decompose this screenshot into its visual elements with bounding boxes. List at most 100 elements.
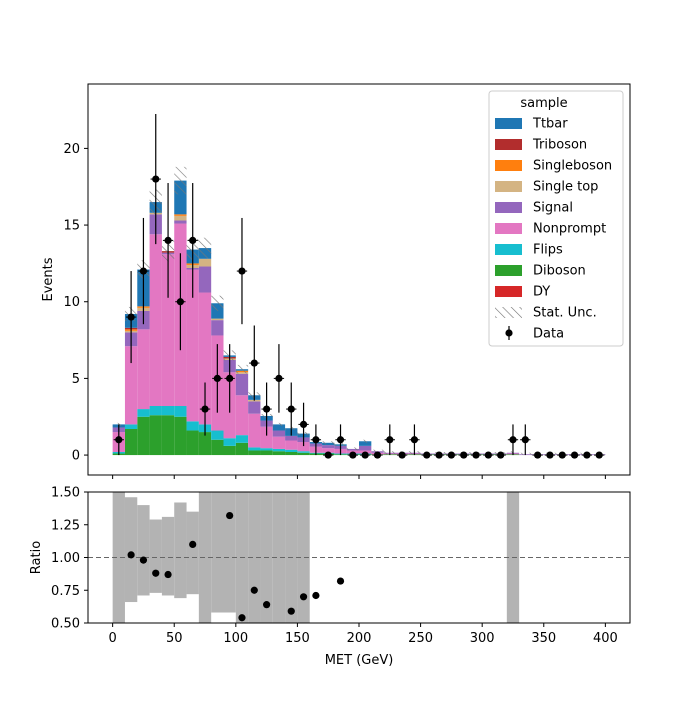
data-point <box>324 451 332 459</box>
stack-bar-signal <box>235 373 249 396</box>
legend-label: DY <box>533 285 550 300</box>
ratio-unc-band <box>186 511 199 595</box>
stat-unc-band <box>371 449 384 453</box>
ratio-y-tick-label: 1.00 <box>51 551 80 566</box>
ratio-point <box>238 614 246 622</box>
stack-bar-single-top <box>248 399 261 402</box>
legend-swatch-flips <box>495 244 522 255</box>
stat-unc-band <box>359 439 372 443</box>
stack-bar-diboson <box>174 416 187 456</box>
stack-bar-flips <box>272 448 286 452</box>
legend-swatch-ttbar <box>495 118 522 129</box>
data-point <box>127 313 135 321</box>
data-point <box>386 436 394 444</box>
legend-label: Diboson <box>533 264 586 279</box>
stat-unc-band <box>346 447 359 451</box>
data-point <box>115 436 123 444</box>
stack-bar-diboson <box>272 451 286 456</box>
stat-unc-band <box>198 237 212 259</box>
stat-unc-band <box>211 295 224 311</box>
data-point <box>336 436 345 444</box>
main-panel: 0 5 10 15 20 Events <box>41 83 631 479</box>
data-point <box>472 451 480 459</box>
legend-label: Data <box>533 327 564 342</box>
ratio-y-tick-label: 0.50 <box>51 617 80 632</box>
stack-bar-nonprompt <box>285 440 298 450</box>
ratio-unc-band <box>297 492 310 623</box>
data-point <box>312 436 320 444</box>
data-point <box>583 451 591 459</box>
ratio-unc-band <box>161 516 175 596</box>
legend-label: Ttbar <box>532 117 568 132</box>
ratio-y-tick-label: 1.50 <box>51 486 80 501</box>
legend-title: sample <box>520 96 567 111</box>
stack-bar-flips <box>211 430 224 440</box>
ratio-point <box>164 570 172 579</box>
data-point <box>287 405 295 413</box>
data-point <box>213 374 221 382</box>
ratio-unc-band <box>149 519 162 593</box>
ratio-point <box>287 607 295 615</box>
stack-bar-diboson <box>124 429 138 456</box>
data-point <box>349 451 357 459</box>
stack-bar-nonprompt <box>322 448 335 453</box>
stack-bar-ttbar <box>359 441 372 446</box>
stack-bar-nonprompt <box>161 254 175 406</box>
stack-bar-flips <box>285 449 298 452</box>
stat-unc-band <box>322 441 335 445</box>
data-point <box>299 420 308 428</box>
data-point <box>546 451 554 459</box>
legend-swatch-singleboson <box>495 160 522 171</box>
data-point <box>275 374 283 382</box>
stack-bar-flips <box>297 451 310 453</box>
data-point <box>226 374 234 382</box>
stack-bar-flips <box>149 406 162 416</box>
ratio-point <box>336 577 345 585</box>
stack-bar-ttbar <box>272 424 286 431</box>
stack-bar-flips <box>223 438 236 446</box>
stack-bar-signal <box>359 445 372 451</box>
data-point <box>139 267 148 275</box>
stack-bar-flips <box>124 424 138 429</box>
stack-bar-signal <box>248 401 261 414</box>
stack-bar-diboson <box>248 450 261 456</box>
data-point <box>595 451 603 459</box>
data-point <box>238 267 246 275</box>
stack-bar-diboson <box>186 430 199 456</box>
legend-label: Flips <box>533 243 563 258</box>
ratio-unc-band <box>198 492 212 623</box>
stack-bar-signal <box>174 220 187 224</box>
y-axis-label: Events <box>41 257 56 301</box>
ratio-point <box>299 593 308 601</box>
legend: sample Ttbar Triboson Singleboson Single top… <box>488 90 624 347</box>
legend-label: Singleboson <box>533 159 612 174</box>
data-point <box>398 451 406 459</box>
x-tick-label: 250 <box>408 631 433 646</box>
ratio-unc-band <box>112 492 125 623</box>
stack-bar-diboson <box>149 415 162 456</box>
ratio-unc-band <box>211 492 224 613</box>
ratio-y-tick-label: 1.25 <box>51 518 80 533</box>
stack-bar-flips <box>248 447 261 451</box>
stack-bar-diboson <box>260 450 273 456</box>
x-axis-label: MET (GeV) <box>325 653 394 668</box>
data-point <box>410 436 419 444</box>
legend-label: Triboson <box>532 138 587 153</box>
ratio-point <box>263 601 271 609</box>
data-point <box>373 451 382 459</box>
stack-bar-flips <box>174 406 187 417</box>
stack-bar-diboson <box>223 445 236 456</box>
stack-bar-nonprompt <box>260 426 273 449</box>
data-point <box>534 451 542 459</box>
y-tick-label: 5 <box>72 372 80 387</box>
ratio-unc-band <box>223 492 236 613</box>
x-tick-label: 0 <box>108 631 116 646</box>
x-tick-label: 400 <box>593 631 618 646</box>
data-point <box>460 451 468 459</box>
legend-label: Stat. Unc. <box>533 306 597 321</box>
ratio-point <box>152 569 160 577</box>
stack-bar-single-top <box>198 258 212 267</box>
stack-bar-nonprompt <box>137 329 150 410</box>
x-tick-label: 350 <box>531 631 556 646</box>
